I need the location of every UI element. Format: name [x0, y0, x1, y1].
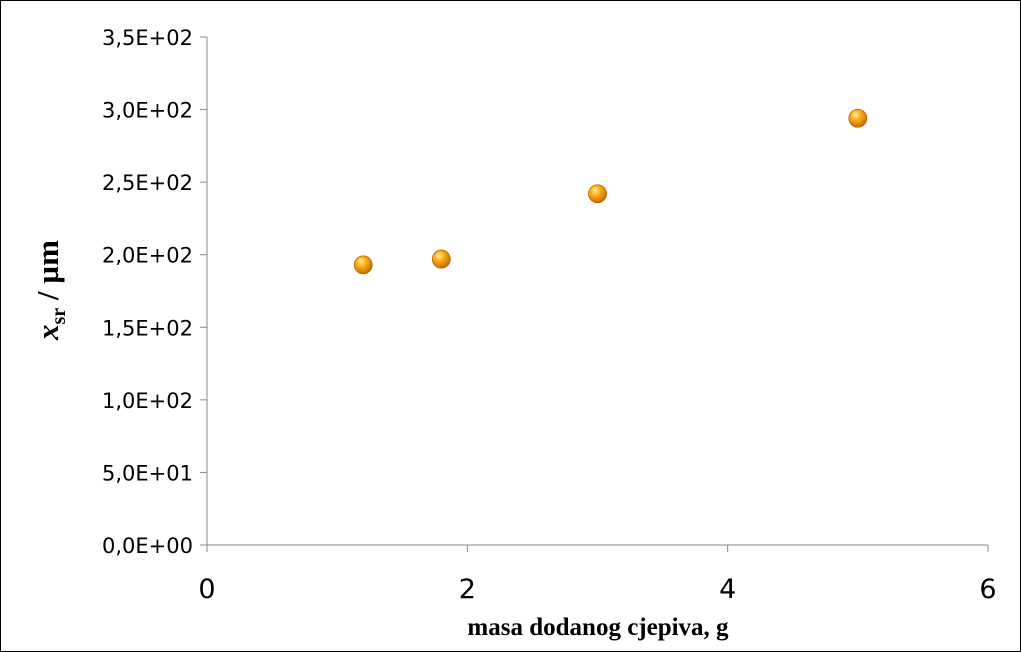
data-point — [848, 108, 868, 128]
y-tick-label: 3,5E+02 — [102, 26, 193, 50]
y-tick-label: 3,0E+02 — [102, 99, 193, 123]
y-tick-label: 0,0E+00 — [102, 534, 193, 558]
y-axis-label-subscript: sr — [48, 308, 70, 325]
x-tick-label: 6 — [979, 574, 996, 605]
x-tick-label: 4 — [719, 574, 736, 605]
x-axis-label: masa dodanog cjepiva, g — [467, 614, 729, 641]
y-tick-label: 5,0E+01 — [102, 461, 193, 485]
y-tick-label: 2,0E+02 — [102, 244, 193, 268]
y-axis-label: xsr / µm — [30, 240, 70, 341]
data-point — [353, 255, 373, 275]
y-tick-label: 2,5E+02 — [102, 171, 193, 195]
data-point — [431, 249, 451, 269]
y-tick-label: 1,0E+02 — [102, 389, 193, 413]
y-tick-label: 1,5E+02 — [102, 316, 193, 340]
x-tick-label: 2 — [459, 574, 476, 605]
x-tick-label: 0 — [198, 574, 215, 605]
y-axis-label-main: x — [30, 324, 65, 341]
data-point — [588, 184, 607, 204]
y-axis-label-unit: / µm — [30, 240, 65, 308]
